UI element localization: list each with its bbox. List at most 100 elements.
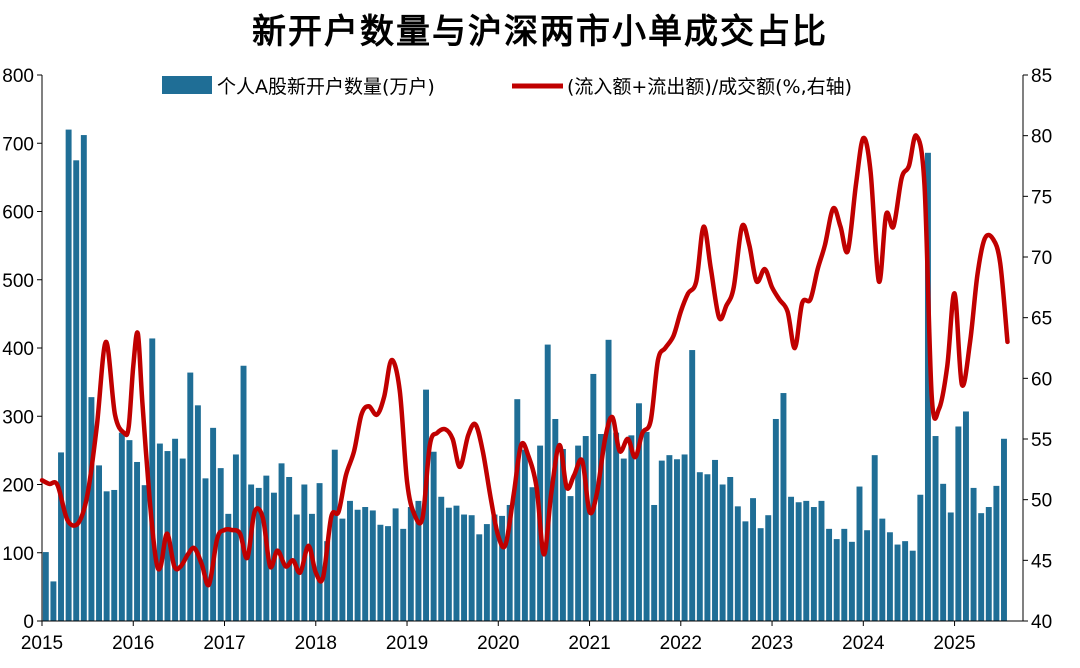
bar [316, 483, 323, 621]
bar [894, 544, 901, 621]
bar [841, 528, 848, 621]
bar [400, 528, 407, 621]
bar [1001, 438, 1007, 621]
right-tick-label: 75 [1031, 187, 1052, 208]
bar [833, 539, 840, 621]
bar [445, 507, 452, 621]
bar [453, 505, 460, 621]
right-tick-label: 85 [1031, 66, 1052, 87]
x-tick-label: 2019 [386, 633, 428, 654]
bar [339, 518, 346, 622]
bar [187, 372, 194, 621]
bar [818, 500, 825, 621]
bar [111, 489, 118, 621]
bar [750, 498, 756, 621]
bar [742, 521, 749, 621]
bar [476, 534, 483, 621]
bar [590, 373, 597, 621]
bar [651, 504, 658, 621]
right-tick-label: 40 [1031, 612, 1052, 633]
left-tick-label: 300 [2, 407, 34, 428]
left-tick-label: 800 [2, 66, 34, 87]
bar [643, 431, 650, 621]
bar [50, 581, 57, 621]
x-tick-label: 2022 [660, 633, 702, 654]
bar [73, 160, 80, 621]
bar [369, 510, 376, 621]
bar [217, 468, 224, 621]
bar [126, 440, 133, 621]
bar [65, 129, 72, 621]
bar [514, 399, 521, 621]
bar [529, 487, 536, 621]
bar [864, 530, 871, 621]
right-tick-label: 80 [1031, 127, 1052, 148]
bar [506, 504, 513, 621]
legend-bar-swatch [162, 76, 212, 94]
bar [924, 152, 931, 622]
bar [552, 418, 559, 621]
axes: 0 100 200 300 400 500 600 700 800 40 45 50 55 60 65 70 7… [2, 66, 1052, 654]
bar [666, 455, 673, 621]
bar [225, 513, 232, 621]
bar [757, 528, 764, 621]
bar [248, 484, 255, 621]
bar [88, 397, 95, 621]
left-tick-label: 200 [2, 476, 34, 497]
bar [521, 449, 528, 621]
bar [354, 509, 361, 621]
bar [96, 465, 102, 621]
line-series [39, 133, 1010, 588]
bar [848, 541, 855, 621]
bar [210, 427, 217, 621]
bar [483, 524, 490, 621]
bar [149, 338, 156, 621]
bar [871, 455, 878, 621]
bar [309, 513, 315, 621]
x-tick-label: 2020 [477, 633, 519, 654]
bar [772, 418, 779, 621]
bar [788, 496, 795, 621]
bar [719, 484, 726, 621]
bar [278, 463, 285, 621]
bar [613, 432, 620, 621]
bar [324, 541, 331, 621]
x-tick-label: 2021 [568, 633, 610, 654]
bar [886, 532, 893, 621]
bar [620, 458, 627, 621]
bar [734, 506, 741, 621]
bar [917, 494, 924, 621]
bar [955, 426, 962, 621]
bar [134, 461, 141, 621]
bar [347, 500, 353, 621]
bar [940, 483, 947, 621]
bar [712, 459, 718, 621]
chart-title: 新开户数量与沪深两市小单成交占比 [252, 12, 828, 52]
bar [179, 458, 186, 621]
bar [202, 478, 209, 621]
x-tick-label: 2016 [112, 633, 154, 654]
bar [795, 502, 802, 621]
bar [658, 460, 665, 621]
legend-line-label: (流入额+流出额)/成交额(%,右轴) [567, 76, 852, 98]
right-tick-label: 45 [1031, 551, 1052, 572]
bar [597, 434, 604, 621]
bar [902, 541, 909, 621]
bar [172, 438, 179, 621]
bar [461, 514, 468, 621]
bar [628, 435, 635, 621]
bar [947, 512, 954, 621]
bar [559, 449, 566, 621]
bar [567, 496, 574, 621]
x-tick-label: 2017 [203, 633, 245, 654]
bar [826, 528, 833, 621]
bar [978, 513, 985, 621]
x-tick-label: 2023 [751, 633, 793, 654]
x-tick-label: 2018 [295, 633, 337, 654]
bar [42, 552, 49, 621]
bar [780, 393, 787, 621]
bar [286, 476, 293, 621]
bar [544, 344, 551, 621]
bar [985, 507, 992, 621]
legend-bar-label: 个人A股新开户数量(万户) [217, 76, 435, 98]
